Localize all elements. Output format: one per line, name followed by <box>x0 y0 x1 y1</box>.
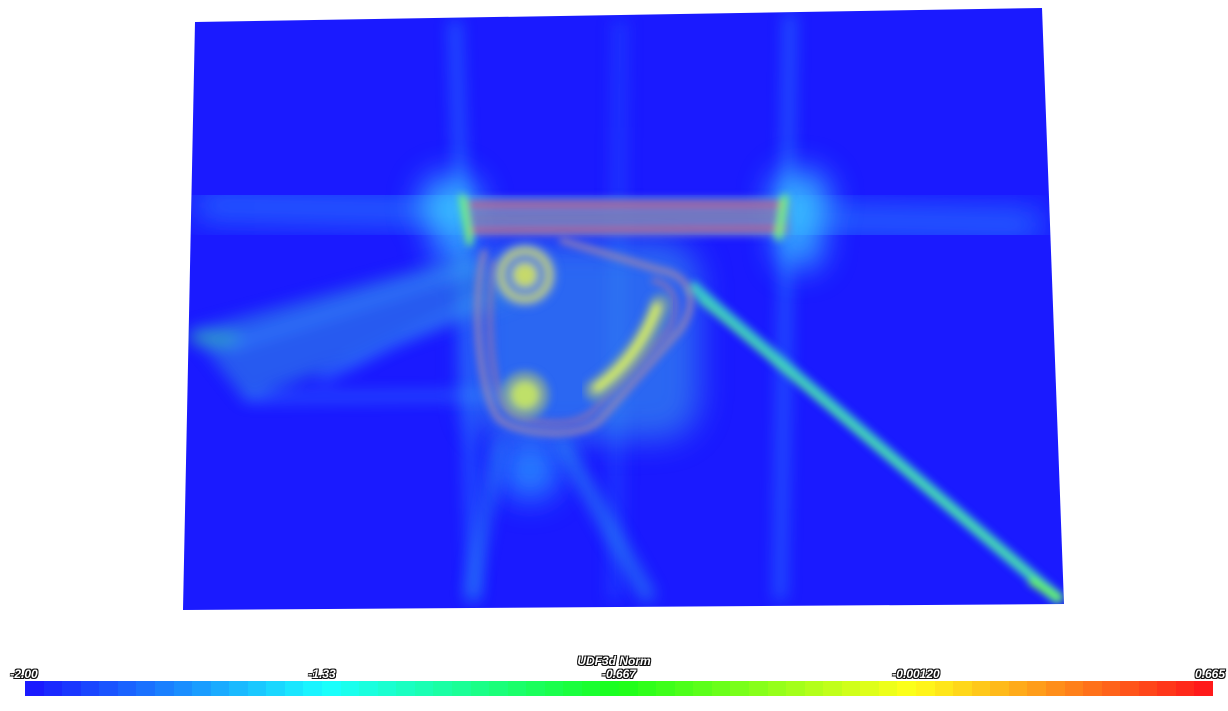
colorbar-segment <box>154 681 174 696</box>
colorbar-segment <box>433 681 452 696</box>
colorbar-segment <box>1083 681 1102 696</box>
colorbar-segment <box>303 681 322 696</box>
colorbar-segment <box>1175 681 1195 696</box>
colorbar-segment <box>990 681 1009 696</box>
colorbar-segment <box>693 681 712 696</box>
colorbar-segment <box>136 681 155 696</box>
colorbar-segment <box>1027 681 1046 696</box>
colorbar-segment <box>489 681 508 696</box>
colorbar-segment <box>674 681 694 696</box>
field-features <box>189 13 1064 605</box>
colorbar-segment <box>916 681 935 696</box>
colorbar-segment <box>804 681 824 696</box>
colorbar-segment <box>1008 681 1028 696</box>
colorbar-segment <box>284 681 304 696</box>
colorbar <box>25 681 1213 696</box>
colorbar-tick-label: -1.33 <box>308 667 336 681</box>
colorbar-segment <box>25 681 44 696</box>
colorbar-segment <box>767 681 787 696</box>
colorbar-segment <box>637 681 657 696</box>
colorbar-segment <box>897 681 916 696</box>
colorbar-segment <box>1064 681 1084 696</box>
colorbar-segment <box>600 681 619 696</box>
colorbar-segment <box>451 681 471 696</box>
colorbar-segment <box>470 681 490 696</box>
colorbar-segment <box>971 681 991 696</box>
colorbar-segment <box>656 681 675 696</box>
colorbar-segment <box>359 681 378 696</box>
colorbar-segment <box>860 681 879 696</box>
colorbar-segment <box>266 681 285 696</box>
colorbar-segment <box>953 681 972 696</box>
colorbar-title: UDF3d Norm <box>577 654 651 668</box>
colorbar-segment <box>934 681 954 696</box>
colorbar-segment <box>526 681 545 696</box>
colorbar-segment <box>711 681 731 696</box>
colorbar-segment <box>1194 681 1213 696</box>
colorbar-segment <box>841 681 861 696</box>
colorbar-segment <box>99 681 118 696</box>
colorbar-segment <box>210 681 230 696</box>
colorbar-segment <box>322 681 341 696</box>
colorbar-tick-label: -0.667 <box>601 667 637 681</box>
colorbar-segment <box>247 681 267 696</box>
colorbar-segment <box>507 681 527 696</box>
colorbar-segment <box>563 681 582 696</box>
colorbar-segment <box>192 681 211 696</box>
colorbar-segment <box>544 681 564 696</box>
colorbar-segment <box>396 681 415 696</box>
colorbar-segment <box>414 681 434 696</box>
colorbar-segment <box>117 681 137 696</box>
colorbar-segment <box>581 681 601 696</box>
colorbar-segment <box>1045 681 1065 696</box>
colorbar-segment <box>1138 681 1158 696</box>
colorbar-segment <box>377 681 397 696</box>
colorbar-segment <box>80 681 100 696</box>
colorbar-segment <box>173 681 193 696</box>
colorbar-segment <box>878 681 898 696</box>
render-viewport[interactable] <box>0 0 1228 640</box>
colorbar-segment <box>1101 681 1121 696</box>
colorbar-tick-label: 0.665 <box>1194 667 1226 681</box>
colorbar-segment <box>229 681 248 696</box>
colorbar-segment <box>43 681 63 696</box>
colorbar-segment <box>748 681 768 696</box>
colorbar-segment <box>823 681 842 696</box>
colorbar-segment <box>1157 681 1176 696</box>
colorbar-segment <box>1120 681 1139 696</box>
colorbar-segment <box>340 681 360 696</box>
colorbar-segment <box>62 681 81 696</box>
colorbar-segment <box>619 681 638 696</box>
colorbar-segment <box>786 681 805 696</box>
colorbar-tick-label: -2.00 <box>10 667 38 681</box>
colorbar-tick-label: -0.00120 <box>892 667 940 681</box>
colorbar-segment <box>730 681 749 696</box>
